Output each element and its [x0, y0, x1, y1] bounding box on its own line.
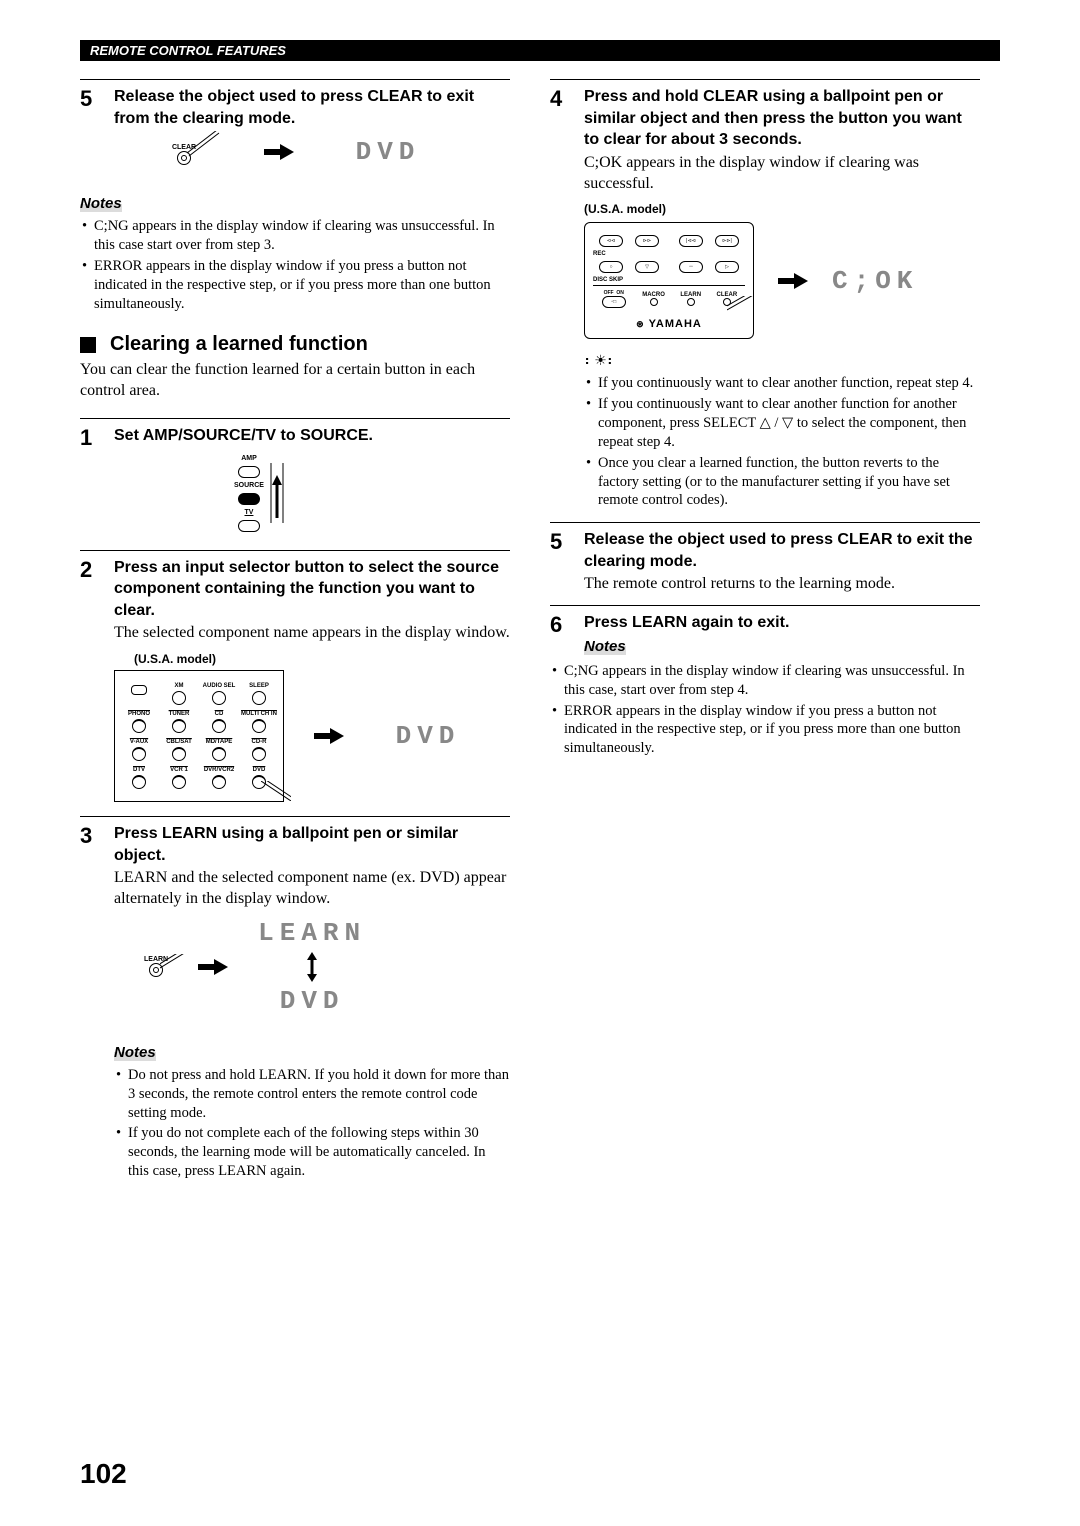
- disc-skip-label: DISC SKIP: [593, 277, 745, 283]
- step-number: 5: [550, 529, 570, 595]
- note-item: ERROR appears in the display window if y…: [80, 257, 510, 314]
- model-label: (U.S.A. model): [134, 652, 510, 666]
- section-intro: You can clear the function learned for a…: [80, 360, 510, 402]
- step-number: 5: [80, 86, 100, 179]
- step-5-left: 5 Release the object used to press CLEAR…: [80, 79, 510, 179]
- note-item: C;NG appears in the display window if cl…: [550, 662, 980, 700]
- note-item: ERROR appears in the display window if y…: [550, 702, 980, 759]
- notes-list-right: C;NG appears in the display window if cl…: [550, 662, 980, 758]
- notes-label: Notes: [584, 638, 626, 655]
- rec-label: REC: [593, 251, 745, 257]
- note-item: C;NG appears in the display window if cl…: [80, 217, 510, 255]
- input-selector-diagram: XM AUDIO SEL SLEEP PHONO TUNER CD MULTI …: [114, 670, 284, 802]
- step5-diagram: CLEAR DVD: [144, 137, 510, 167]
- tip-item: If you continuously want to clear anothe…: [584, 374, 980, 393]
- lcd-display-top: LEARN: [258, 918, 366, 948]
- step-body: The remote control returns to the learni…: [584, 574, 980, 595]
- step-1: 1 Set AMP/SOURCE/TV to SOURCE. AMP SOURC…: [80, 418, 510, 544]
- step-title: Press an input selector button to select…: [114, 557, 510, 622]
- step-body: LEARN and the selected component name (e…: [114, 868, 510, 910]
- step-number: 1: [80, 425, 100, 544]
- step-number: 6: [550, 612, 570, 656]
- up-arrow-icon: [270, 463, 286, 523]
- square-bullet-icon: [80, 337, 96, 353]
- notes-list-2: Do not press and hold LEARN. If you hold…: [114, 1066, 510, 1181]
- source-label: SOURCE: [234, 482, 264, 489]
- step-number: 3: [80, 823, 100, 1028]
- step-title: Press LEARN using a ballpoint pen or sim…: [114, 823, 510, 866]
- step-6: 6 Press LEARN again to exit. Notes: [550, 605, 980, 656]
- arrow-right-icon: [314, 729, 344, 743]
- model-label: (U.S.A. model): [584, 202, 980, 216]
- step-5-right: 5 Release the object used to press CLEAR…: [550, 522, 980, 595]
- left-column: 5 Release the object used to press CLEAR…: [80, 79, 510, 1183]
- step-body: The selected component name appears in t…: [114, 623, 510, 644]
- switch-diagram: AMP SOURCE TV: [234, 455, 510, 532]
- notes-label: Notes: [114, 1044, 156, 1061]
- step3-diagram: LEARN LEARN DVD: [144, 918, 510, 1016]
- step-4: 4 Press and hold CLEAR using a ballpoint…: [550, 79, 980, 512]
- notes-list-1: C;NG appears in the display window if cl…: [80, 217, 510, 313]
- step-number: 4: [550, 86, 570, 512]
- step-number: 2: [80, 557, 100, 803]
- tip-item: Once you clear a learned function, the b…: [584, 454, 980, 511]
- step-title: Press and hold CLEAR using a ballpoint p…: [584, 86, 980, 151]
- note-item: Do not press and hold LEARN. If you hold…: [114, 1066, 510, 1123]
- step-title: Release the object used to press CLEAR t…: [114, 86, 510, 129]
- step-body: C;OK appears in the display window if cl…: [584, 153, 980, 195]
- step-title: Press LEARN again to exit.: [584, 612, 980, 634]
- step-title: Release the object used to press CLEAR t…: [584, 529, 980, 572]
- arrow-right-icon: [264, 145, 294, 159]
- pen-icon: [184, 131, 224, 161]
- tips-list: If you continuously want to clear anothe…: [584, 374, 980, 510]
- step-title: Set AMP/SOURCE/TV to SOURCE.: [114, 425, 510, 447]
- arrow-right-icon: [198, 960, 228, 974]
- tip-item: If you continuously want to clear anothe…: [584, 395, 980, 452]
- lcd-display-bot: DVD: [258, 986, 366, 1016]
- content-columns: 5 Release the object used to press CLEAR…: [80, 79, 1000, 1183]
- tv-label: TV: [245, 509, 254, 516]
- step-3: 3 Press LEARN using a ballpoint pen or s…: [80, 816, 510, 1028]
- section-header: Clearing a learned function: [80, 333, 510, 356]
- remote-diagram: ⊲⊲⊳⊳ |⊲⊲⊳⊳| REC ○▽ ▫▫▷ DISC SKIP OFF ON▫…: [584, 222, 754, 339]
- brand-label: ⊛ YAMAHA: [593, 318, 745, 330]
- arrow-right-icon: [778, 274, 808, 288]
- page-number: 102: [80, 1458, 127, 1490]
- lcd-display: C;OK: [832, 266, 940, 296]
- section-title: Clearing a learned function: [110, 333, 368, 356]
- lcd-display: DVD: [334, 137, 442, 167]
- right-column: 4 Press and hold CLEAR using a ballpoint…: [550, 79, 980, 1183]
- lcd-display: DVD: [374, 721, 482, 751]
- step-2: 2 Press an input selector button to sele…: [80, 550, 510, 803]
- tip-icon: ⠆☀⠆: [584, 353, 617, 370]
- double-arrow-icon: [305, 952, 319, 982]
- amp-label: AMP: [241, 455, 257, 462]
- header-bar: REMOTE CONTROL FEATURES: [80, 40, 1000, 61]
- note-item: If you do not complete each of the follo…: [114, 1124, 510, 1181]
- notes-label: Notes: [80, 195, 122, 212]
